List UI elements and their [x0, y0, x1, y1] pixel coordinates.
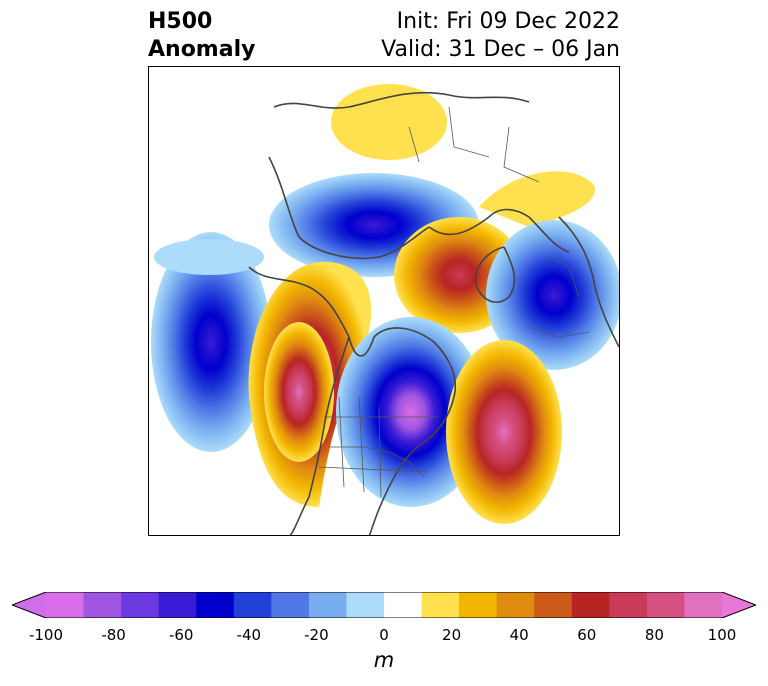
colorbar-tick: 0	[379, 626, 389, 644]
colorbar-cell	[83, 592, 122, 618]
colorbar-extend-high	[722, 592, 756, 618]
colorbar	[12, 592, 756, 618]
valid-date-label: Valid: 31 Dec – 06 Jan	[381, 37, 620, 62]
country-borders	[318, 106, 590, 498]
colorbar-tick: 40	[509, 626, 529, 644]
positive-anomaly-siberia	[331, 84, 447, 160]
positive-anomaly-atlantic	[446, 340, 562, 524]
colorbar-cell	[646, 592, 685, 618]
init-date-label: Init: Fri 09 Dec 2022	[396, 9, 620, 34]
colorbar-unit-label: m	[373, 648, 395, 672]
colorbar-cell	[609, 592, 648, 618]
colorbar-tick: -20	[304, 626, 329, 644]
pacific-blue-extension	[154, 239, 264, 275]
colorbar-cell	[534, 592, 573, 618]
west-na-core	[264, 322, 334, 462]
colorbar-tick: -80	[101, 626, 126, 644]
colorbar-cell	[308, 592, 347, 618]
colorbar-tick: 80	[644, 626, 664, 644]
colorbar-tick-labels: -100 -80 -60 -40 -20 0 20 40 60 80 100	[0, 626, 768, 646]
colorbar-cell	[421, 592, 460, 618]
chart-title: H500 Anomaly	[148, 8, 255, 64]
colorbar-cell	[46, 592, 85, 618]
title-line-1: H500	[148, 9, 213, 34]
colorbar-tick: -100	[28, 626, 64, 644]
colorbar-tick: -40	[236, 626, 262, 644]
colorbar-cell	[271, 592, 310, 618]
title-line-2: Anomaly	[148, 37, 256, 62]
colorbar-cell	[158, 592, 197, 618]
negative-anomaly-east-na	[336, 317, 486, 507]
colorbar-cell	[496, 592, 535, 618]
colorbar-tick: -60	[168, 626, 194, 644]
colorbar-tick: 20	[442, 626, 462, 644]
negative-anomaly-pacific	[151, 232, 271, 452]
anomaly-map-canvas	[151, 84, 619, 535]
colorbar-tick: 60	[577, 626, 597, 644]
colorbar-cell	[571, 592, 610, 618]
colorbar-tick: 100	[707, 626, 737, 644]
colorbar-cell	[459, 592, 498, 618]
colorbar-cell	[233, 592, 272, 618]
colorbar-cell	[346, 592, 385, 618]
colorbar-cell	[384, 592, 423, 618]
forecast-dates: Init: Fri 09 Dec 2022 Valid: 31 Dec – 06…	[381, 8, 620, 64]
positive-anomaly-arctic-arm	[479, 171, 595, 227]
colorbar-cell	[684, 592, 723, 618]
coastlines	[248, 91, 619, 535]
colorbar-cell	[121, 592, 160, 618]
anomaly-map	[148, 66, 620, 536]
colorbar-cell	[196, 592, 235, 618]
colorbar-extend-low	[12, 592, 46, 618]
